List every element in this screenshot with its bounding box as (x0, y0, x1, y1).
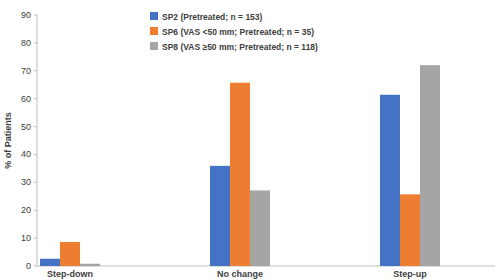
y-tick-label: 80 (21, 38, 31, 48)
legend-label: SP6 (VAS <50 mm; Pretreated; n = 35) (162, 27, 314, 37)
legend-swatch (150, 27, 158, 35)
bar (80, 264, 100, 266)
legend-label: SP8 (VAS ≥50 mm; Pretreated; n = 118) (162, 42, 318, 52)
y-tick-label: 50 (21, 122, 31, 132)
y-tick (34, 182, 37, 183)
x-tick-label: Step-down (47, 269, 93, 279)
y-tick-label: 70 (21, 66, 31, 76)
y-tick (34, 210, 37, 211)
y-tick (34, 15, 37, 16)
x-tick-label: Step-up (393, 269, 427, 279)
legend-swatch (150, 42, 158, 50)
bar (60, 242, 80, 266)
y-tick-label: 60 (21, 94, 31, 104)
y-tick (34, 70, 37, 71)
y-tick-label: 20 (21, 205, 31, 215)
bar (40, 259, 60, 266)
legend-label: SP2 (Pretreated; n = 153) (162, 12, 263, 22)
bar (230, 83, 250, 266)
y-tick (34, 126, 37, 127)
y-tick (34, 238, 37, 239)
legend-swatch (150, 12, 158, 20)
y-axis-label: % of Patients (3, 112, 13, 169)
bars (40, 65, 440, 266)
y-axis (37, 15, 38, 266)
bar (250, 190, 270, 266)
y-tick-label: 30 (21, 177, 31, 187)
y-tick (34, 42, 37, 43)
y-tick-label: 10 (21, 233, 31, 243)
y-tick (34, 98, 37, 99)
bar (210, 166, 230, 266)
y-tick (34, 266, 37, 267)
x-tick-label: No change (217, 269, 263, 279)
y-tick-label: 40 (21, 149, 31, 159)
y-tick-label: 0 (26, 261, 31, 271)
y-tick (34, 154, 37, 155)
bar (400, 194, 420, 266)
y-tick-label: 90 (21, 10, 31, 20)
bar (380, 95, 400, 266)
bar (420, 65, 440, 266)
chart: 0 10 20 30 40 50 60 70 80 90 % of Patients Step-dow… (0, 0, 500, 280)
